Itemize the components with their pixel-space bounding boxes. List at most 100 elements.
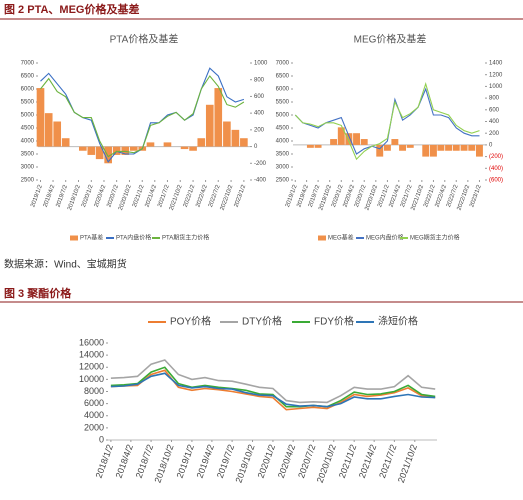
legend-label: MEG基差 bbox=[328, 234, 354, 242]
bar bbox=[306, 144, 314, 148]
y2-tick-label: 600 bbox=[254, 94, 265, 100]
x-tick-label: 2022/4/2 bbox=[195, 184, 209, 209]
bar bbox=[231, 129, 240, 147]
bar bbox=[53, 121, 62, 147]
y-tick-label: 2500 bbox=[21, 178, 35, 184]
y-tick-label: 3500 bbox=[21, 152, 35, 158]
bar bbox=[383, 144, 391, 151]
line bbox=[110, 372, 436, 408]
x-tick-label: 2020/1/2 bbox=[256, 443, 277, 479]
bar bbox=[314, 144, 322, 148]
y2-tick-label: 200 bbox=[489, 131, 500, 137]
line bbox=[294, 81, 480, 161]
bar bbox=[452, 144, 460, 151]
y-tick-label: 12000 bbox=[79, 362, 104, 372]
line bbox=[110, 359, 436, 404]
x-tick-label: 2021/7/2 bbox=[377, 443, 398, 479]
x-tick-label: 2020/4/2 bbox=[276, 443, 297, 479]
y-tick-label: 5500 bbox=[276, 100, 290, 106]
y-tick-label: 4500 bbox=[276, 126, 290, 132]
bar bbox=[61, 138, 70, 147]
y-tick-label: 3000 bbox=[21, 165, 35, 171]
bar bbox=[87, 146, 96, 155]
chart-title: MEG价格及基差 bbox=[354, 33, 427, 46]
legend-label: MEG内盘价格 bbox=[366, 234, 404, 242]
x-tick-label: 2021/10/2 bbox=[396, 443, 419, 484]
legend-label: FDY价格 bbox=[314, 315, 354, 328]
x-tick-label: 2021/4/2 bbox=[145, 184, 159, 209]
bar bbox=[121, 146, 130, 155]
x-tick-label: 2019/10/2 bbox=[67, 184, 82, 212]
source-note: 数据来源：Wind、宝城期货 bbox=[4, 258, 127, 271]
y-tick-label: 6000 bbox=[84, 398, 104, 408]
y2-tick-label: 1200 bbox=[489, 72, 503, 78]
y-tick-label: 6500 bbox=[276, 74, 290, 80]
chart-title: PTA价格及基差 bbox=[110, 33, 179, 46]
y-tick-label: 4500 bbox=[21, 126, 35, 132]
figure-title: 图 3 聚酯价格 bbox=[4, 286, 72, 300]
bar bbox=[129, 146, 138, 151]
bar bbox=[104, 146, 112, 164]
bar bbox=[223, 121, 231, 147]
x-tick-label: 2020/7/2 bbox=[296, 443, 317, 479]
x-tick-label: 2018/10/2 bbox=[153, 443, 176, 484]
x-tick-label: 2021/10/2 bbox=[169, 184, 184, 212]
bar bbox=[146, 142, 155, 147]
bar bbox=[189, 146, 197, 151]
bar bbox=[422, 144, 430, 157]
line bbox=[110, 366, 436, 408]
bar bbox=[163, 142, 172, 147]
y-tick-label: 5000 bbox=[21, 113, 35, 119]
bar bbox=[79, 146, 87, 151]
y-tick-label: 0 bbox=[99, 434, 104, 444]
bar bbox=[391, 139, 399, 145]
y2-tick-label: (600) bbox=[489, 178, 503, 184]
y-tick-label: 10000 bbox=[79, 374, 104, 384]
bar bbox=[353, 133, 360, 145]
bar bbox=[197, 138, 206, 147]
bar bbox=[44, 113, 53, 147]
bar bbox=[240, 138, 248, 147]
x-tick-label: 2019/1/2 bbox=[175, 443, 196, 479]
legend-label: PTA期货主力价格 bbox=[162, 234, 209, 242]
bar bbox=[36, 88, 45, 147]
y-tick-label: 6000 bbox=[21, 87, 35, 93]
x-tick-label: 2023/1/2 bbox=[469, 184, 483, 209]
y2-tick-label: -200 bbox=[254, 161, 267, 167]
line bbox=[40, 75, 245, 158]
legend-label: POY价格 bbox=[170, 315, 211, 328]
x-tick-label: 2023/1/2 bbox=[234, 184, 248, 209]
x-tick-label: 2022/10/2 bbox=[220, 184, 235, 212]
y2-tick-label: 200 bbox=[254, 127, 265, 133]
y2-tick-label: 800 bbox=[489, 96, 500, 102]
y2-tick-label: 800 bbox=[254, 77, 265, 83]
legend-label: PTA基差 bbox=[80, 234, 103, 242]
x-tick-label: 2021/1/2 bbox=[132, 184, 146, 209]
y2-tick-label: -400 bbox=[254, 178, 267, 184]
bar bbox=[205, 104, 214, 147]
x-tick-label: 2019/7/2 bbox=[215, 443, 236, 479]
bar bbox=[112, 146, 121, 155]
x-tick-label: 2019/10/2 bbox=[234, 443, 257, 484]
x-tick-label: 2019/7/2 bbox=[55, 184, 69, 209]
bar bbox=[330, 139, 338, 145]
bar bbox=[376, 144, 384, 157]
y2-tick-label: 1400 bbox=[489, 61, 503, 67]
x-tick-label: 2018/1/2 bbox=[94, 443, 115, 479]
y-tick-label: 7000 bbox=[276, 61, 290, 67]
bar bbox=[468, 144, 476, 151]
y-tick-label: 2000 bbox=[84, 422, 104, 432]
line bbox=[110, 369, 436, 411]
bar bbox=[475, 144, 483, 157]
legend-swatch bbox=[318, 235, 326, 241]
x-tick-label: 2019/4/2 bbox=[43, 184, 57, 209]
y2-tick-label: (200) bbox=[489, 154, 503, 160]
bar bbox=[460, 144, 468, 151]
bar bbox=[337, 127, 345, 145]
y2-tick-label: (400) bbox=[489, 166, 503, 172]
figure-title: 图 2 PTA、MEG价格及基差 bbox=[4, 2, 139, 16]
y-tick-label: 4000 bbox=[84, 410, 104, 420]
y2-tick-label: 600 bbox=[489, 107, 500, 113]
bar bbox=[429, 144, 437, 157]
